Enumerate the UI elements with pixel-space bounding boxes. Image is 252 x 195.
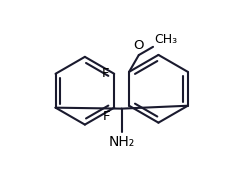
Text: CH₃: CH₃ <box>153 33 176 46</box>
Text: F: F <box>102 67 109 80</box>
Text: O: O <box>133 39 143 52</box>
Text: F: F <box>102 110 110 123</box>
Text: NH₂: NH₂ <box>108 135 134 149</box>
